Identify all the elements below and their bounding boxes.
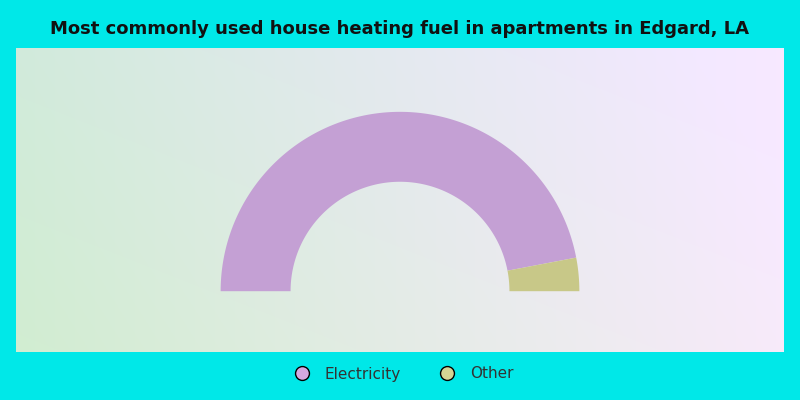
Polygon shape [507,258,579,291]
Text: Most commonly used house heating fuel in apartments in Edgard, LA: Most commonly used house heating fuel in… [50,20,750,38]
Legend: Electricity, Other: Electricity, Other [279,359,521,389]
Polygon shape [221,112,576,291]
